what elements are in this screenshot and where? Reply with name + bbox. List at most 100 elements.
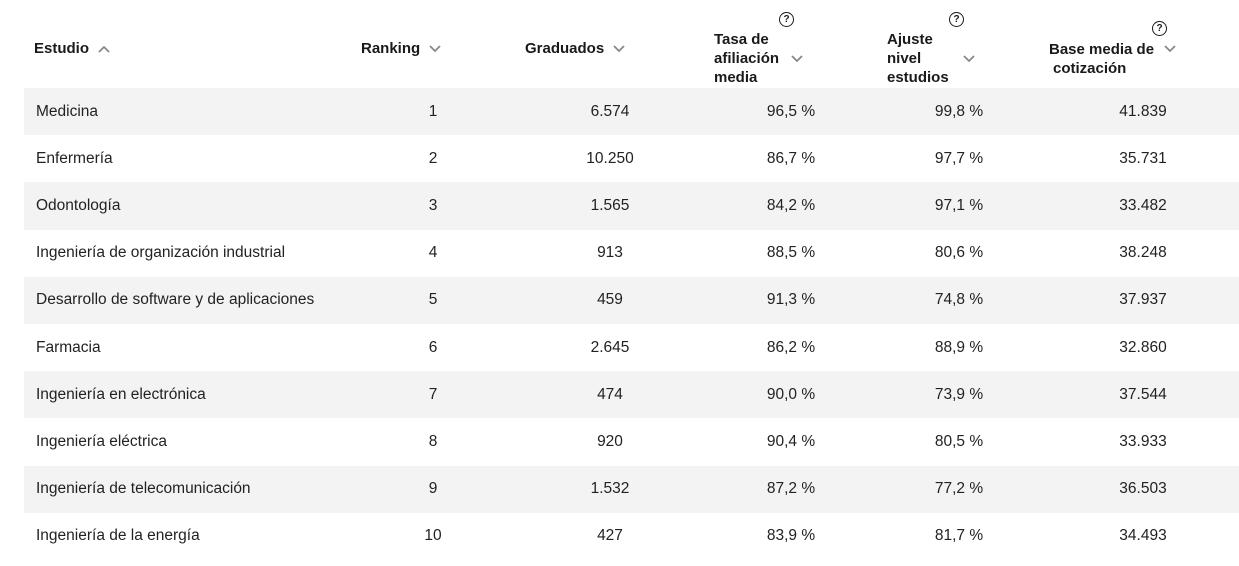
table-row[interactable]: Enfermería 2 10.250 86,7 % 97,7 % 35.731: [24, 135, 1239, 182]
cell-ajuste: 97,7 %: [934, 149, 984, 167]
label-line: cotización: [1053, 60, 1127, 77]
cell-graduados: 1.565: [590, 196, 630, 214]
cell-base: 41.839: [1119, 102, 1167, 120]
cell-ajuste: 97,1 %: [934, 196, 984, 214]
ranking-table: Estudio Ranking Graduados ? Tasa de afil…: [24, 0, 1239, 560]
chevron-down-icon: [429, 44, 441, 52]
chevron-down-icon: [963, 54, 975, 62]
cell-tasa: 83,9 %: [766, 527, 816, 545]
cell-estudio: Desarrollo de software y de aplicaciones: [36, 291, 315, 309]
cell-estudio: Medicina: [36, 102, 99, 120]
label-line: Base media de: [1049, 41, 1155, 58]
cell-estudio: Ingeniería de organización industrial: [36, 244, 286, 262]
table-row[interactable]: Ingeniería de organización industrial 4 …: [24, 230, 1239, 277]
cell-base: 37.544: [1119, 385, 1167, 403]
cell-estudio: Ingeniería en electrónica: [36, 385, 206, 403]
cell-estudio: Ingeniería de telecomunicación: [36, 480, 251, 498]
table-row[interactable]: Ingeniería de la energía 10 427 83,9 % 8…: [24, 513, 1239, 560]
cell-graduados: 913: [597, 244, 623, 262]
cell-tasa: 84,2 %: [766, 196, 816, 214]
cell-ranking: 8: [428, 432, 438, 450]
cell-estudio: Enfermería: [36, 149, 113, 167]
column-label-graduados: Graduados: [525, 40, 605, 57]
cell-graduados: 10.250: [586, 149, 634, 167]
column-header-estudio[interactable]: Estudio: [34, 39, 110, 58]
cell-base: 37.937: [1119, 291, 1167, 309]
table-row[interactable]: Medicina 1 6.574 96,5 % 99,8 % 41.839: [24, 88, 1239, 136]
column-header-tasa[interactable]: Tasa de afiliación media: [714, 30, 803, 87]
cell-base: 32.860: [1119, 338, 1167, 356]
cell-ranking: 9: [428, 480, 438, 498]
column-header-ranking[interactable]: Ranking: [361, 39, 441, 58]
cell-ranking: 1: [428, 102, 438, 120]
label-line: media: [714, 69, 758, 86]
cell-tasa: 86,2 %: [766, 338, 816, 356]
cell-tasa: 87,2 %: [766, 480, 816, 498]
label-line: afiliación: [714, 50, 780, 67]
cell-estudio: Ingeniería eléctrica: [36, 432, 167, 450]
cell-graduados: 459: [597, 291, 623, 309]
help-glyph: ?: [1156, 23, 1163, 34]
column-header-graduados[interactable]: Graduados: [525, 39, 625, 58]
cell-tasa: 90,0 %: [766, 385, 816, 403]
cell-ajuste: 88,9 %: [934, 338, 984, 356]
cell-graduados: 427: [597, 527, 623, 545]
cell-ranking: 3: [428, 196, 438, 214]
table-header: Estudio Ranking Graduados ? Tasa de afil…: [24, 0, 1239, 88]
cell-ranking: 6: [428, 338, 438, 356]
cell-ajuste: 81,7 %: [934, 527, 984, 545]
cell-graduados: 1.532: [590, 480, 630, 498]
cell-base: 34.493: [1119, 527, 1167, 545]
column-header-ajuste[interactable]: Ajuste nivel estudios: [887, 30, 975, 87]
cell-base: 33.933: [1119, 432, 1167, 450]
cell-tasa: 88,5 %: [766, 244, 816, 262]
cell-base: 35.731: [1119, 149, 1167, 167]
cell-base: 36.503: [1119, 480, 1167, 498]
cell-ranking: 7: [428, 385, 438, 403]
cell-graduados: 6.574: [590, 102, 630, 120]
table-row[interactable]: Odontología 3 1.565 84,2 % 97,1 % 33.482: [24, 182, 1239, 230]
cell-ajuste: 74,8 %: [934, 291, 984, 309]
chevron-up-icon: [98, 45, 110, 53]
cell-tasa: 91,3 %: [766, 291, 816, 309]
label-line: nivel: [887, 50, 922, 67]
column-label-ajuste: Ajuste nivel estudios: [887, 30, 949, 87]
cell-base: 38.248: [1119, 244, 1167, 262]
table-body: Medicina 1 6.574 96,5 % 99,8 % 41.839 En…: [24, 88, 1239, 560]
label-line: Ajuste: [887, 31, 933, 48]
cell-estudio: Odontología: [36, 196, 121, 214]
help-ajuste-icon[interactable]: ?: [949, 12, 964, 27]
cell-graduados: 2.645: [590, 338, 630, 356]
column-header-base[interactable]: Base media de cotización: [1049, 40, 1176, 78]
cell-graduados: 474: [597, 385, 623, 403]
help-tasa-icon[interactable]: ?: [779, 12, 794, 27]
chevron-down-icon: [791, 54, 803, 62]
chevron-down-icon: [613, 44, 625, 52]
cell-ajuste: 77,2 %: [934, 480, 984, 498]
cell-ranking: 2: [428, 149, 438, 167]
table-row[interactable]: Ingeniería eléctrica 8 920 90,4 % 80,5 %…: [24, 418, 1239, 465]
help-glyph: ?: [783, 14, 790, 25]
column-label-ranking: Ranking: [361, 40, 421, 57]
cell-ajuste: 99,8 %: [934, 102, 984, 120]
cell-ranking: 4: [428, 244, 438, 262]
help-glyph: ?: [953, 14, 960, 25]
column-label-base: Base media de cotización: [1049, 40, 1154, 78]
table-row[interactable]: Ingeniería en electrónica 7 474 90,0 % 7…: [24, 371, 1239, 419]
cell-tasa: 96,5 %: [766, 102, 816, 120]
cell-estudio: Ingeniería de la energía: [36, 527, 200, 545]
table-row[interactable]: Desarrollo de software y de aplicaciones…: [24, 276, 1239, 324]
label-line: Tasa de: [714, 31, 769, 48]
cell-graduados: 920: [597, 432, 623, 450]
help-base-icon[interactable]: ?: [1152, 21, 1167, 36]
cell-ajuste: 80,6 %: [934, 244, 984, 262]
table-row[interactable]: Ingeniería de telecomunicación 9 1.532 8…: [24, 465, 1239, 513]
cell-ajuste: 73,9 %: [934, 385, 984, 403]
cell-base: 33.482: [1119, 196, 1167, 214]
chevron-down-icon: [1164, 45, 1176, 53]
cell-tasa: 86,7 %: [766, 149, 816, 167]
label-line: estudios: [887, 69, 949, 86]
cell-estudio: Farmacia: [36, 338, 101, 356]
table-row[interactable]: Farmacia 6 2.645 86,2 % 88,9 % 32.860: [24, 324, 1239, 371]
cell-ranking: 5: [428, 291, 438, 309]
